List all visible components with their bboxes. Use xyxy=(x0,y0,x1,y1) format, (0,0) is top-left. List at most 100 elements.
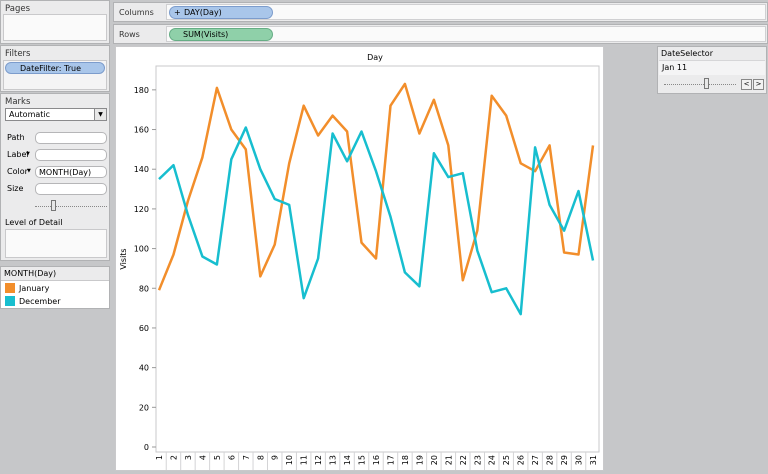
x-tick-label: 11 xyxy=(300,455,309,465)
date-selector-panel[interactable]: DateSelector Jan 11 < > xyxy=(657,46,767,94)
label-shelf[interactable]: Label ▼ xyxy=(5,149,109,161)
expand-plus-icon[interactable]: + xyxy=(174,8,181,17)
label-label: Label xyxy=(7,150,29,159)
label-dropdown-icon[interactable]: ▼ xyxy=(26,151,30,157)
size-slider[interactable] xyxy=(35,200,107,212)
x-tick-label: 2 xyxy=(169,455,178,460)
size-slider-track xyxy=(35,206,107,208)
mark-type-select[interactable]: Automatic ▼ xyxy=(5,108,107,121)
path-drop-field[interactable] xyxy=(35,132,107,144)
visits-row-pill[interactable]: SUM(Visits) xyxy=(169,28,273,41)
x-tick-label: 15 xyxy=(358,455,367,465)
mark-type-value: Automatic xyxy=(9,110,51,119)
date-selector-value: Jan 11 xyxy=(662,63,688,72)
x-tick-label: 3 xyxy=(184,455,193,460)
legend-title: MONTH(Day) xyxy=(4,269,57,278)
legend-label-december[interactable]: December xyxy=(19,297,61,306)
x-tick-label: 27 xyxy=(531,455,540,465)
color-legend-panel[interactable]: MONTH(Day) January December xyxy=(0,266,110,309)
x-tick-label: 17 xyxy=(386,455,395,465)
color-field-label: MONTH(Day) xyxy=(39,168,92,177)
x-tick-label: 13 xyxy=(329,455,338,465)
level-of-detail-label: Level of Detail xyxy=(5,218,63,227)
x-tick-label: 1 xyxy=(155,455,164,460)
x-tick-label: 7 xyxy=(242,455,251,460)
x-tick-label: 23 xyxy=(473,455,482,465)
date-slider-thumb[interactable] xyxy=(704,78,709,89)
datefilter-pill[interactable]: DateFilter: True xyxy=(5,62,105,74)
day-column-pill[interactable]: + DAY(Day) xyxy=(169,6,273,19)
x-tick-label: 24 xyxy=(488,455,497,465)
rows-drop-area[interactable]: SUM(Visits) xyxy=(166,26,766,42)
next-date-button[interactable]: > xyxy=(753,79,764,90)
path-shelf[interactable]: Path xyxy=(5,132,109,144)
series-line-december[interactable] xyxy=(158,126,595,316)
y-tick-label: 140 xyxy=(134,165,149,174)
y-tick-label: 40 xyxy=(139,364,149,373)
rows-shelf[interactable]: Rows SUM(Visits) xyxy=(113,24,768,44)
pages-title: Pages xyxy=(5,4,31,14)
y-tick-label: 120 xyxy=(134,205,149,214)
y-tick-label: 60 xyxy=(139,324,149,333)
marks-panel[interactable]: Marks Automatic ▼ Path Label ▼ Color ▼ M… xyxy=(0,93,110,261)
x-tick-label: 18 xyxy=(401,455,410,465)
chevron-down-icon[interactable]: ▼ xyxy=(94,109,106,120)
x-tick-label: 8 xyxy=(256,455,265,460)
filters-panel[interactable]: Filters DateFilter: True xyxy=(0,45,110,92)
x-tick-label: 31 xyxy=(589,455,598,465)
label-drop-field[interactable] xyxy=(35,149,107,161)
previous-date-button[interactable]: < xyxy=(741,79,752,90)
color-field-pill[interactable]: MONTH(Day) xyxy=(35,166,107,178)
marks-title: Marks xyxy=(5,97,31,107)
x-tick-label: 20 xyxy=(430,455,439,465)
pages-panel[interactable]: Pages xyxy=(0,0,110,44)
chart-title: Day xyxy=(367,53,383,62)
columns-shelf[interactable]: Columns + DAY(Day) xyxy=(113,2,768,22)
legend-header: MONTH(Day) xyxy=(1,267,109,281)
color-label: Color xyxy=(7,167,28,176)
y-axis-label: Visits xyxy=(119,248,128,269)
x-tick-label: 12 xyxy=(314,455,323,465)
columns-shelf-label: Columns xyxy=(119,8,154,17)
date-selector-title: DateSelector xyxy=(661,49,713,58)
x-tick-label: 6 xyxy=(227,455,236,460)
series-line-january[interactable] xyxy=(157,82,595,291)
datefilter-pill-label: DateFilter: True xyxy=(20,64,82,73)
y-tick-label: 180 xyxy=(134,86,149,95)
x-tick-label: 14 xyxy=(343,455,352,465)
legend-swatch-january xyxy=(5,283,15,293)
size-slider-thumb[interactable] xyxy=(51,200,56,211)
x-tick-label: 25 xyxy=(502,455,511,465)
pages-drop-area[interactable] xyxy=(3,14,107,41)
x-tick-label: 16 xyxy=(372,455,381,465)
x-tick-label: 19 xyxy=(415,455,424,465)
x-tick-label: 22 xyxy=(459,455,468,465)
date-selector-value-box: Jan 11 xyxy=(659,60,765,75)
x-tick-label: 21 xyxy=(444,455,453,465)
color-dropdown-icon[interactable]: ▼ xyxy=(27,168,31,174)
level-of-detail-drop-area[interactable] xyxy=(5,229,107,258)
columns-drop-area[interactable]: + DAY(Day) xyxy=(166,4,766,20)
color-shelf[interactable]: Color ▼ MONTH(Day) xyxy=(5,166,109,178)
y-tick-label: 100 xyxy=(134,245,149,254)
rows-shelf-label: Rows xyxy=(119,30,140,39)
legend-swatch-december xyxy=(5,296,15,306)
x-tick-label: 4 xyxy=(198,455,207,460)
y-tick-label: 160 xyxy=(134,126,149,135)
y-tick-label: 80 xyxy=(139,284,149,293)
path-label: Path xyxy=(7,133,25,142)
visits-row-pill-label: SUM(Visits) xyxy=(183,30,229,39)
y-tick-label: 0 xyxy=(144,443,149,452)
filters-title: Filters xyxy=(5,49,31,59)
x-tick-label: 30 xyxy=(575,455,584,465)
filters-drop-area[interactable]: DateFilter: True xyxy=(3,60,107,90)
legend-label-january[interactable]: January xyxy=(19,284,50,293)
day-column-pill-label: DAY(Day) xyxy=(184,8,222,17)
date-slider[interactable] xyxy=(664,78,736,90)
size-drop-field[interactable] xyxy=(35,183,107,195)
x-tick-label: 10 xyxy=(285,455,294,465)
x-tick-label: 5 xyxy=(213,455,222,460)
x-tick-label: 26 xyxy=(517,455,526,465)
size-shelf[interactable]: Size xyxy=(5,183,109,195)
